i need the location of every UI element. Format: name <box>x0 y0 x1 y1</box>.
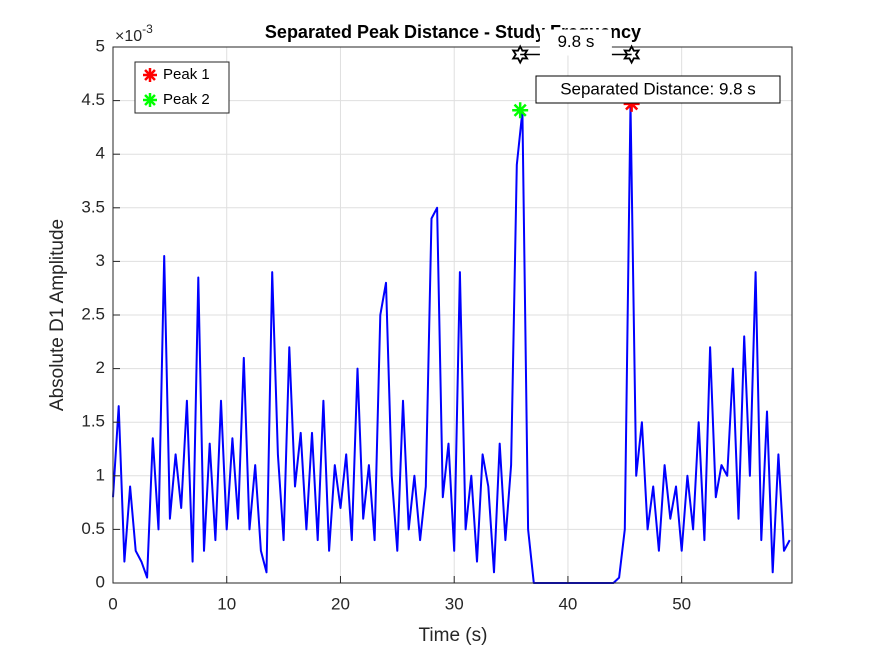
annotation-text: Separated Distance: 9.8 s <box>560 79 756 98</box>
legend: Peak 1 Peak 2 <box>134 61 230 114</box>
marker-stroke <box>144 94 156 106</box>
asterisk-marker <box>143 93 157 107</box>
legend-label: Peak 2 <box>163 91 210 108</box>
x-axis-label: Time (s) <box>419 625 488 646</box>
marker-stroke <box>513 103 527 117</box>
asterisk-marker <box>143 68 157 82</box>
y-axis-label: Absolute D1 Amplitude <box>47 219 68 411</box>
y-tick-label: 2.5 <box>81 304 105 323</box>
hexagram-marker <box>623 44 641 65</box>
x-tick-label: 0 <box>108 594 117 613</box>
y-tick-label: 0 <box>96 572 105 591</box>
y-exponent-base: ×10 <box>115 28 142 45</box>
marker-stroke <box>144 69 156 81</box>
x-tick-label: 20 <box>331 594 350 613</box>
y-tick-label: 4 <box>96 144 105 163</box>
overlay: 9.8 s Separated Distance: 9.8 s <box>511 29 781 119</box>
y-tick-label: 4.5 <box>81 90 105 109</box>
y-tick-label: 3 <box>96 251 105 270</box>
plot-area <box>112 102 791 584</box>
y-exponent: ×10-3 <box>115 22 153 45</box>
legend-label: Peak 1 <box>163 66 210 83</box>
y-tick-label: 1 <box>96 465 105 484</box>
distance-label-box <box>539 29 612 56</box>
x-tick-label: 30 <box>445 594 464 613</box>
data-line <box>112 102 791 584</box>
y-tick-label: 1.5 <box>81 412 105 431</box>
x-tick-label: 50 <box>672 594 691 613</box>
y-tick-label: 0.5 <box>81 519 105 538</box>
y-tick-label: 3.5 <box>81 197 105 216</box>
y-exponent-power: -3 <box>142 22 153 36</box>
y-tick-label: 5 <box>96 36 105 55</box>
distance-label: 9.8 s <box>557 32 594 51</box>
x-tick-label: 10 <box>217 594 236 613</box>
annotation-box <box>535 75 781 104</box>
hexagram-marker <box>511 44 529 65</box>
asterisk-marker <box>512 102 529 119</box>
ticks: 0 10 20 30 40 50 0 0.5 1 1.5 2 2.5 3 3.5 4 4.5 5 <box>81 36 691 613</box>
y-tick-label: 2 <box>96 358 105 377</box>
x-tick-label: 40 <box>558 594 577 613</box>
